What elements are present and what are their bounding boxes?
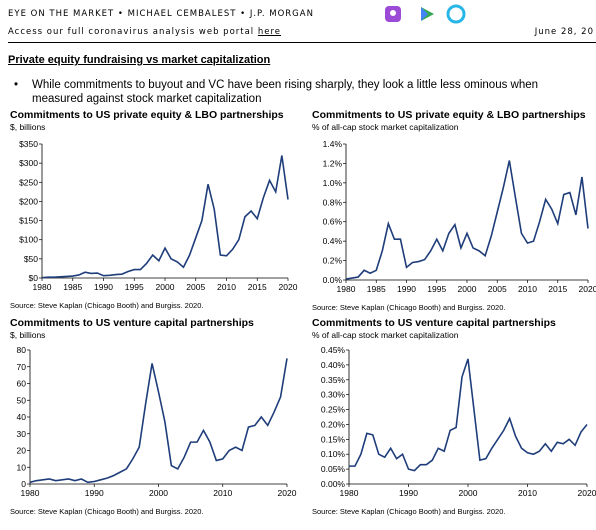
chart-subtitle: % of all-cap stock market capitalization bbox=[312, 330, 459, 340]
data-line bbox=[41, 155, 289, 279]
chart-title: Commitments to US private equity & LBO p… bbox=[10, 109, 284, 121]
source: Source: Steve Kaplan (Chicago Booth) and… bbox=[10, 301, 203, 310]
x-tick-label: 1990 bbox=[85, 488, 104, 498]
x-tick-label: 2020 bbox=[578, 488, 596, 498]
x-tick-label: 1985 bbox=[63, 282, 82, 292]
header-subtitle: Access our full coronavirus analysis web… bbox=[8, 27, 281, 37]
y-tick-label: 0.40% bbox=[321, 360, 346, 370]
x-tick-label: 2000 bbox=[459, 488, 478, 498]
x-tick-label: 2005 bbox=[488, 284, 507, 294]
y-tick-label: 0.2% bbox=[323, 256, 343, 266]
x-tick-label: 2010 bbox=[217, 282, 236, 292]
y-tick-label: 80 bbox=[17, 345, 27, 355]
y-tick-label: 10 bbox=[17, 462, 27, 472]
x-tick-label: 1980 bbox=[21, 488, 40, 498]
x-tick-label: 1990 bbox=[399, 488, 418, 498]
chart-title: Commitments to US venture capital partne… bbox=[312, 317, 556, 329]
y-tick-label: $200 bbox=[19, 196, 38, 206]
y-tick-label: 1.2% bbox=[323, 158, 343, 168]
x-tick-label: 2010 bbox=[518, 488, 537, 498]
y-tick-label: 0 bbox=[21, 479, 26, 489]
source: Source: Steve Kaplan (Chicago Booth) and… bbox=[312, 507, 505, 516]
y-tick-label: 0.05% bbox=[321, 464, 346, 474]
x-tick-label: 1985 bbox=[367, 284, 386, 294]
x-tick-label: 1995 bbox=[427, 284, 446, 294]
chart-subtitle: $, billions bbox=[10, 122, 45, 132]
x-tick-label: 2000 bbox=[458, 284, 477, 294]
x-tick-label: 2020 bbox=[278, 488, 297, 498]
x-tick-label: 2000 bbox=[156, 282, 175, 292]
header-title: EYE ON THE MARKET • MICHAEL CEMBALEST • … bbox=[8, 9, 314, 19]
source: Source: Steve Kaplan (Chicago Booth) and… bbox=[10, 507, 203, 516]
x-tick-label: 1990 bbox=[94, 282, 113, 292]
app-icons bbox=[385, 4, 466, 24]
y-tick-label: 0.25% bbox=[321, 405, 346, 415]
y-tick-label: $350 bbox=[19, 139, 38, 149]
x-tick-label: 2010 bbox=[213, 488, 232, 498]
y-tick-label: 0.00% bbox=[321, 479, 346, 489]
y-tick-label: 0.35% bbox=[321, 375, 346, 385]
y-tick-label: 40 bbox=[17, 412, 27, 422]
y-tick-label: 0.45% bbox=[321, 345, 346, 355]
y-tick-label: 60 bbox=[17, 379, 27, 389]
header-text: Access our full coronavirus analysis web… bbox=[8, 27, 255, 37]
chart-subtitle: % of all-cap stock market capitalization bbox=[312, 122, 459, 132]
y-tick-label: 70 bbox=[17, 362, 27, 372]
x-tick-label: 2020 bbox=[579, 284, 596, 294]
y-tick-label: $0 bbox=[29, 273, 39, 283]
y-tick-label: 0.30% bbox=[321, 390, 346, 400]
portal-link[interactable]: here bbox=[257, 27, 282, 37]
x-tick-label: 2005 bbox=[186, 282, 205, 292]
data-line bbox=[29, 358, 288, 484]
chart-title: Commitments to US venture capital partne… bbox=[10, 317, 254, 329]
x-tick-label: 2015 bbox=[248, 282, 267, 292]
y-tick-label: 20 bbox=[17, 446, 27, 456]
y-tick-label: $250 bbox=[19, 177, 38, 187]
y-tick-label: 1.0% bbox=[323, 178, 343, 188]
y-tick-label: $50 bbox=[24, 254, 38, 264]
x-tick-label: 2015 bbox=[548, 284, 567, 294]
chart-title: Commitments to US private equity & LBO p… bbox=[312, 109, 586, 121]
header-rule bbox=[8, 42, 596, 43]
alexa-icon[interactable] bbox=[446, 4, 466, 24]
bullet: • While commitments to buyout and VC have… bbox=[14, 78, 584, 106]
y-tick-label: 0.15% bbox=[321, 434, 346, 444]
y-tick-label: 0.0% bbox=[323, 275, 343, 285]
y-tick-label: $150 bbox=[19, 216, 38, 226]
x-tick-label: 2020 bbox=[279, 282, 298, 292]
data-line bbox=[349, 358, 588, 472]
data-line bbox=[345, 160, 589, 280]
x-tick-label: 2000 bbox=[149, 488, 168, 498]
x-tick-label: 1980 bbox=[337, 284, 356, 294]
y-tick-label: 30 bbox=[17, 429, 27, 439]
y-tick-label: 0.10% bbox=[321, 449, 346, 459]
x-tick-label: 1990 bbox=[397, 284, 416, 294]
x-tick-label: 1995 bbox=[125, 282, 144, 292]
y-tick-label: $100 bbox=[19, 235, 38, 245]
date: June 28, 20 bbox=[534, 27, 594, 37]
bullet-text: While commitments to buyout and VC have … bbox=[32, 79, 539, 105]
y-tick-label: 0.6% bbox=[323, 217, 343, 227]
chart-subtitle: $, billions bbox=[10, 330, 45, 340]
x-tick-label: 1980 bbox=[340, 488, 359, 498]
y-tick-label: $300 bbox=[19, 158, 38, 168]
x-tick-label: 2010 bbox=[518, 284, 537, 294]
y-tick-label: 0.4% bbox=[323, 236, 343, 246]
x-tick-label: 1980 bbox=[33, 282, 52, 292]
y-tick-label: 0.8% bbox=[323, 197, 343, 207]
y-tick-label: 1.4% bbox=[323, 139, 343, 149]
y-tick-label: 0.20% bbox=[321, 419, 346, 429]
section-title: Private equity fundraising vs market cap… bbox=[8, 54, 271, 66]
y-tick-label: 50 bbox=[17, 395, 27, 405]
source: Source: Steve Kaplan (Chicago Booth) and… bbox=[312, 303, 505, 312]
